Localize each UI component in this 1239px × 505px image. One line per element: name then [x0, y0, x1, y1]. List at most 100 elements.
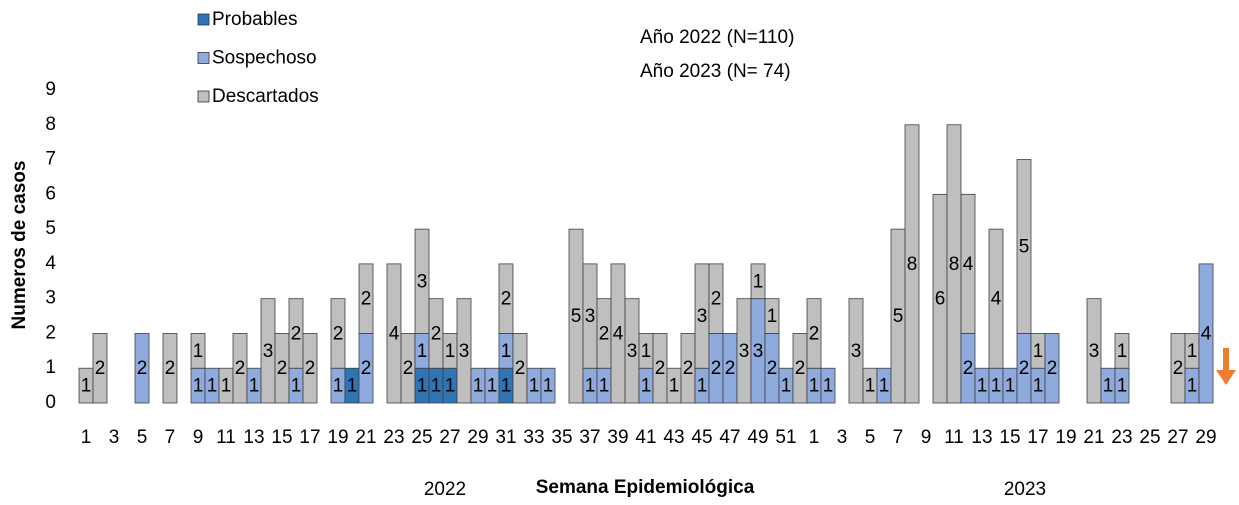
- data-label: 4: [389, 323, 400, 344]
- x-tick-label: 27: [1167, 427, 1188, 448]
- x-tick-label: 23: [383, 427, 404, 448]
- data-label: 2: [711, 289, 722, 310]
- data-label: 2: [655, 358, 666, 379]
- data-label: 3: [851, 341, 862, 362]
- bar-segment: [456, 298, 472, 404]
- x-tick-label: 35: [551, 427, 572, 448]
- data-label: 2: [95, 358, 106, 379]
- x-tick-label: 25: [411, 427, 432, 448]
- x-tick-label: 3: [837, 427, 848, 448]
- x-tick-label: 7: [893, 427, 904, 448]
- y-axis-title: Numeros de casos: [9, 161, 30, 330]
- data-label: 1: [781, 376, 792, 397]
- data-label: 2: [277, 358, 288, 379]
- bar-segment: [806, 298, 822, 369]
- bar-segment: [1044, 333, 1060, 404]
- bar-segment: [708, 263, 724, 334]
- data-label: 1: [809, 376, 820, 397]
- legend-swatch: [197, 90, 210, 103]
- x-tick-label: 1: [809, 427, 820, 448]
- data-label: 1: [431, 376, 442, 397]
- data-label: 3: [263, 341, 274, 362]
- data-label: 2: [1173, 358, 1184, 379]
- x-tick-label: 11: [944, 427, 964, 448]
- data-label: 1: [501, 341, 512, 362]
- x-tick-label: 17: [1027, 427, 1048, 448]
- y-tick-label: 7: [45, 149, 56, 170]
- annotation: Año 2023 (N= 74): [640, 61, 791, 82]
- year-label: 2022: [424, 479, 466, 500]
- x-tick-label: 5: [865, 427, 876, 448]
- data-label: 3: [697, 306, 708, 327]
- y-tick-label: 5: [45, 218, 56, 239]
- bar-segment: [1016, 159, 1032, 334]
- y-tick-label: 9: [45, 79, 56, 100]
- bar-segment: [1198, 263, 1214, 404]
- x-tick-label: 9: [193, 427, 204, 448]
- legend-swatch: [197, 13, 210, 26]
- x-tick-label: 5: [137, 427, 148, 448]
- x-tick-label: 29: [467, 427, 488, 448]
- data-label: 3: [1089, 341, 1100, 362]
- data-label: 1: [221, 376, 232, 397]
- data-label: 1: [417, 376, 428, 397]
- bar-segment: [330, 298, 346, 369]
- data-label: 1: [641, 376, 652, 397]
- data-label: 1: [333, 376, 344, 397]
- bar-segment: [190, 333, 206, 369]
- data-label: 2: [767, 358, 778, 379]
- legend-label: Descartados: [212, 86, 319, 107]
- bar-segment: [302, 333, 318, 404]
- bar-segment: [92, 333, 108, 404]
- data-label: 3: [585, 306, 596, 327]
- data-label: 1: [529, 376, 540, 397]
- data-label: 1: [865, 376, 876, 397]
- data-label: 1: [1033, 341, 1044, 362]
- bar-segment: [498, 263, 514, 334]
- data-label: 2: [403, 358, 414, 379]
- data-label: 8: [907, 254, 918, 275]
- bar-segment: [960, 193, 976, 334]
- x-tick-label: 11: [216, 427, 236, 448]
- data-label: 2: [431, 323, 442, 344]
- data-label: 1: [1103, 376, 1114, 397]
- data-label: 2: [361, 358, 372, 379]
- data-label: 4: [1201, 323, 1212, 344]
- y-tick-label: 1: [45, 357, 56, 378]
- data-label: 1: [991, 376, 1002, 397]
- x-tick-label: 23: [1111, 427, 1132, 448]
- x-tick-label: 31: [495, 427, 516, 448]
- data-label: 1: [347, 376, 358, 397]
- data-label: 2: [165, 358, 176, 379]
- y-tick-label: 3: [45, 288, 56, 309]
- data-label: 1: [193, 341, 204, 362]
- x-tick-label: 19: [327, 427, 348, 448]
- x-tick-label: 1: [81, 427, 92, 448]
- data-label: 1: [249, 376, 260, 397]
- data-label: 2: [1047, 358, 1058, 379]
- data-label: 2: [683, 358, 694, 379]
- data-label: 2: [725, 358, 736, 379]
- data-label: 1: [81, 376, 92, 397]
- year-label: 2023: [1004, 479, 1046, 500]
- x-tick-label: 9: [921, 427, 932, 448]
- y-tick-label: 4: [45, 253, 56, 274]
- data-label: 1: [585, 376, 596, 397]
- bar-segment: [904, 124, 920, 404]
- x-tick-label: 25: [1139, 427, 1160, 448]
- legend-label: Probables: [212, 9, 298, 30]
- x-tick-label: 21: [1083, 427, 1104, 448]
- data-label: 3: [739, 341, 750, 362]
- data-label: 2: [1019, 358, 1030, 379]
- y-tick-label: 0: [45, 392, 56, 413]
- x-tick-label: 3: [109, 427, 120, 448]
- x-tick-label: 13: [971, 427, 992, 448]
- bar-segment: [540, 367, 556, 404]
- x-tick-label: 15: [999, 427, 1020, 448]
- legend-swatch: [197, 52, 210, 64]
- x-tick-label: 37: [579, 427, 600, 448]
- data-label: 1: [207, 376, 218, 397]
- x-tick-label: 33: [523, 427, 544, 448]
- data-label: 1: [473, 376, 484, 397]
